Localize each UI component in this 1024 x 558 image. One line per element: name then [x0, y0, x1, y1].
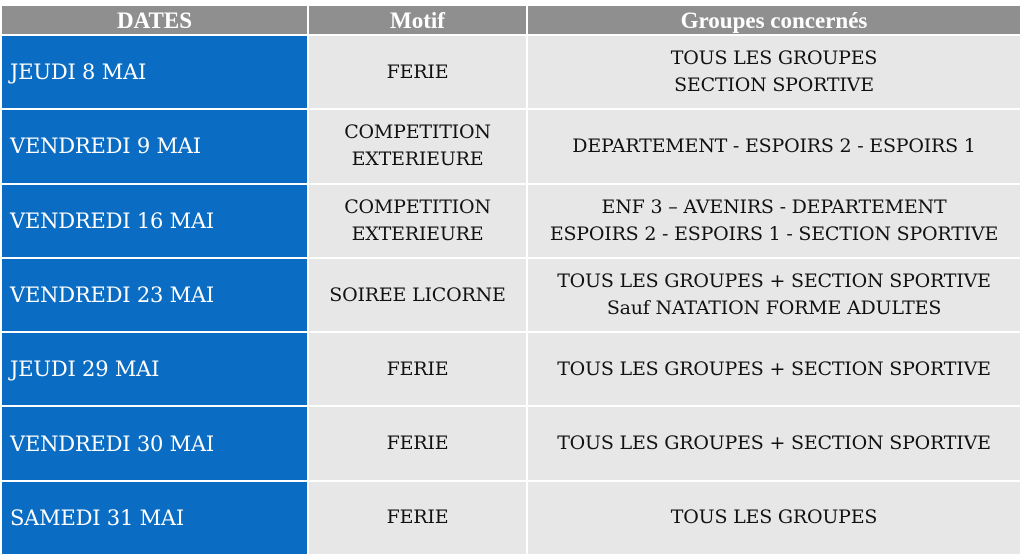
header-dates: DATES [2, 6, 309, 36]
row-groupes: TOUS LES GROUPES + SECTION SPORTIVE Sauf… [528, 258, 1022, 334]
row-groupes: DEPARTEMENT - ESPOIRS 2 - ESPOIRS 1 [528, 110, 1022, 185]
groupes-line: TOUS LES GROUPES [670, 506, 878, 529]
groupes-line: ESPOIRS 2 - ESPOIRS 1 - SECTION SPORTIVE [549, 222, 999, 245]
row-date: VENDREDI 9 MAI [2, 110, 309, 185]
row-motif: COMPETITION EXTERIEURE [309, 184, 528, 259]
schedule-table: DATES Motif Groupes concernés JEUDI 8 MA… [2, 6, 1022, 557]
groupes-line: Sauf NATATION FORME ADULTES [606, 297, 942, 320]
row-motif: FERIE [309, 36, 528, 111]
row-groupes: TOUS LES GROUPES SECTION SPORTIVE [528, 36, 1022, 111]
motif-line: COMPETITION [344, 195, 491, 218]
motif-line: FERIE [386, 357, 449, 380]
row-motif: FERIE [309, 407, 528, 482]
row-date: JEUDI 8 MAI [2, 36, 309, 111]
groupes-line: TOUS LES GROUPES + SECTION SPORTIVE [557, 270, 991, 293]
row-date: JEUDI 29 MAI [2, 333, 309, 408]
row-date: SAMEDI 31 MAI [2, 481, 309, 557]
row-groupes: ENF 3 – AVENIRS - DEPARTEMENT ESPOIRS 2 … [528, 184, 1022, 259]
row-date: VENDREDI 16 MAI [2, 184, 309, 259]
motif-line: FERIE [386, 60, 449, 83]
row-date: VENDREDI 30 MAI [2, 407, 309, 482]
row-groupes: TOUS LES GROUPES + SECTION SPORTIVE [528, 333, 1022, 408]
motif-line: COMPETITION [344, 121, 491, 144]
row-motif: FERIE [309, 333, 528, 408]
groupes-line: TOUS LES GROUPES + SECTION SPORTIVE [557, 357, 991, 380]
motif-line: EXTERIEURE [351, 222, 484, 245]
motif-line: EXTERIEURE [351, 148, 484, 171]
row-motif: SOIREE LICORNE [309, 258, 528, 334]
header-groupes: Groupes concernés [528, 6, 1022, 36]
groupes-line: TOUS LES GROUPES [670, 47, 878, 70]
groupes-line: DEPARTEMENT - ESPOIRS 2 - ESPOIRS 1 [572, 134, 976, 157]
groupes-line: SECTION SPORTIVE [674, 74, 874, 97]
motif-line: FERIE [386, 432, 449, 455]
motif-line: SOIREE LICORNE [329, 283, 506, 306]
groupes-line: TOUS LES GROUPES + SECTION SPORTIVE [557, 432, 991, 455]
groupes-line: ENF 3 – AVENIRS - DEPARTEMENT [601, 195, 947, 218]
row-date: VENDREDI 23 MAI [2, 258, 309, 334]
motif-line: FERIE [386, 506, 449, 529]
row-groupes: TOUS LES GROUPES + SECTION SPORTIVE [528, 407, 1022, 482]
row-groupes: TOUS LES GROUPES [528, 481, 1022, 557]
header-motif: Motif [309, 6, 528, 36]
row-motif: COMPETITION EXTERIEURE [309, 110, 528, 185]
row-motif: FERIE [309, 481, 528, 557]
